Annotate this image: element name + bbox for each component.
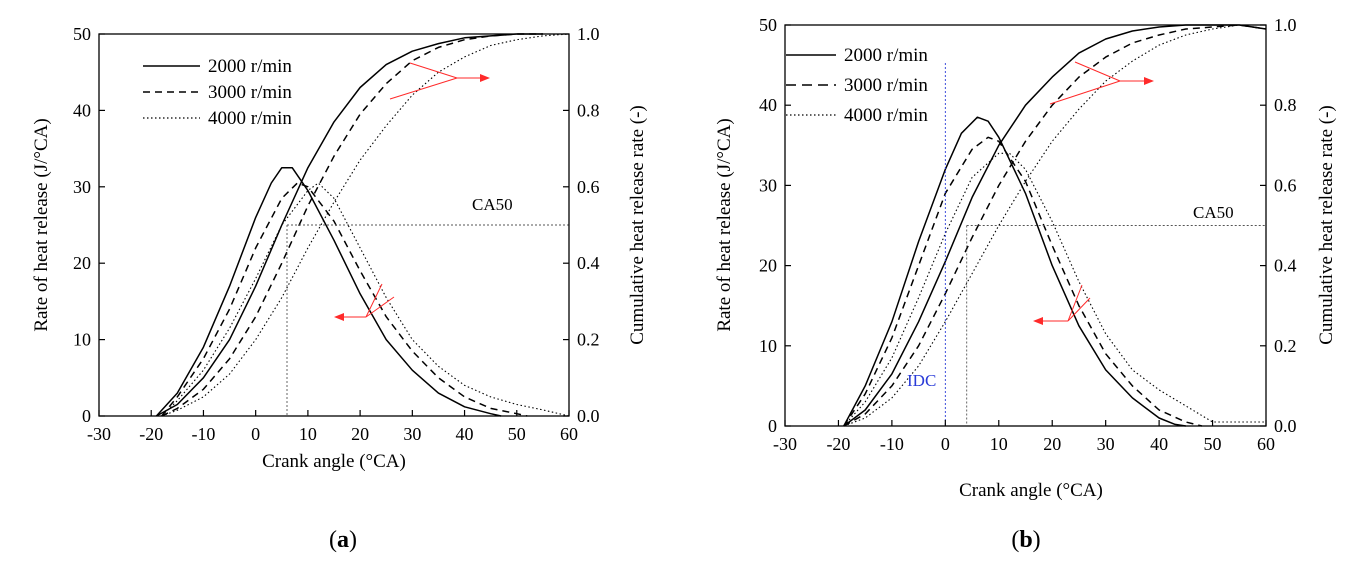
legend-label: 2000 r/min [208, 56, 292, 77]
x-tick-label: 40 [456, 424, 474, 444]
y2-tick-label: 0.4 [577, 253, 600, 273]
x-tick-label: -10 [191, 424, 215, 444]
x-tick-label: 30 [1097, 434, 1115, 454]
legend-label: 4000 r/min [844, 105, 928, 126]
series-rohr-3000-r-min [161, 182, 528, 417]
series-rohr-4000-r-min [843, 152, 1266, 427]
panel-a-legend: 2000 r/min 3000 r/min 4000 r/min [143, 56, 292, 129]
series-rohr-3000-r-min [843, 136, 1203, 427]
arrow-to-right-axis [1049, 61, 1154, 105]
panel-a-ticks-layer: -30 -20 -10 0 10 20 30 40 50 60 0 10 20 30 40 50 0.0 0.2 0… [73, 24, 600, 444]
y-tick-label: 0 [768, 416, 777, 436]
panel-b-y2-axis-title: Cumulative heat release rate (-) [1316, 105, 1337, 345]
arrow-to-right-axis [389, 62, 490, 100]
ca50-label: CA50 [1193, 203, 1234, 222]
x-tick-label: -30 [773, 434, 797, 454]
x-tick-label: -20 [139, 424, 163, 444]
panel-b-guides-layer [944, 63, 1266, 426]
panel-a-guides-layer [286, 224, 569, 416]
legend-label: 2000 r/min [844, 45, 928, 66]
series-cumulative-3000-r-min [161, 33, 543, 417]
panel-a-y-axis-title: Rate of heat release (J/°CA) [31, 118, 52, 331]
y2-tick-label: 0.0 [1274, 416, 1297, 436]
y-tick-label: 0 [82, 406, 91, 426]
x-tick-label: -10 [880, 434, 904, 454]
series-cumulative-2000-r-min [156, 33, 543, 417]
panel-a-label: (a) [329, 527, 357, 553]
y2-tick-label: 0.0 [577, 406, 600, 426]
x-tick-label: 10 [990, 434, 1008, 454]
x-tick-label: 20 [351, 424, 369, 444]
arrow-to-left-axis [1033, 284, 1091, 325]
x-tick-label: 30 [403, 424, 421, 444]
series-rohr-2000-r-min [843, 116, 1186, 427]
series-rohr-2000-r-min [155, 166, 502, 417]
series-cumulative-4000-r-min [161, 33, 570, 417]
panel-b-plot-frame [784, 24, 1267, 427]
y-tick-label: 40 [759, 95, 777, 115]
panel-a: -30 -20 -10 0 10 20 30 40 50 60 0 10 20 30 40 50 0.0 0.2 0… [31, 24, 648, 553]
legend-label: 4000 r/min [208, 108, 292, 129]
x-tick-label: 50 [1204, 434, 1222, 454]
panel-a-series-layer [155, 33, 570, 417]
arrow-to-left-axis [334, 283, 395, 321]
y-tick-label: 20 [759, 256, 777, 276]
y-tick-label: 40 [73, 100, 91, 120]
panel-b-legend: 2000 r/min 3000 r/min 4000 r/min [786, 45, 928, 126]
x-tick-label: 10 [299, 424, 317, 444]
y2-tick-label: 0.6 [577, 177, 600, 197]
panel-b: -30 -20 -10 0 10 20 30 40 50 60 0 10 20 30 40 50 0.0 0.2 0… [714, 15, 1337, 553]
y-tick-label: 20 [73, 253, 91, 273]
y2-tick-label: 0.2 [577, 330, 600, 350]
idc-label: IDC [907, 371, 936, 390]
y2-tick-label: 0.6 [1274, 175, 1297, 195]
series-rohr-4000-r-min [161, 182, 570, 417]
y2-tick-label: 1.0 [577, 24, 600, 44]
y-tick-label: 50 [759, 15, 777, 35]
y2-tick-label: 0.8 [1274, 95, 1297, 115]
y-tick-label: 30 [73, 177, 91, 197]
x-tick-label: 50 [508, 424, 526, 444]
x-tick-label: 60 [560, 424, 578, 444]
panel-a-x-axis-title: Crank angle (°CA) [262, 451, 406, 472]
y2-tick-label: 0.2 [1274, 336, 1297, 356]
y2-tick-label: 0.4 [1274, 256, 1297, 276]
legend-label: 3000 r/min [844, 75, 928, 96]
y-tick-label: 10 [73, 330, 91, 350]
series-cumulative-3000-r-min [843, 24, 1267, 427]
y-tick-label: 10 [759, 336, 777, 356]
x-tick-label: 40 [1150, 434, 1168, 454]
panel-a-y2-axis-title: Cumulative heat release rate (-) [627, 105, 648, 345]
x-tick-label: 20 [1043, 434, 1061, 454]
legend-label: 3000 r/min [208, 82, 292, 103]
y-tick-label: 30 [759, 175, 777, 195]
panel-b-y-axis-title: Rate of heat release (J/°CA) [714, 118, 735, 331]
x-tick-label: -30 [87, 424, 111, 444]
panel-b-label: (b) [1011, 527, 1040, 553]
panel-b-x-axis-title: Crank angle (°CA) [959, 480, 1103, 501]
y2-tick-label: 1.0 [1274, 15, 1297, 35]
y-tick-label: 50 [73, 24, 91, 44]
ca50-label: CA50 [472, 195, 513, 214]
panel-b-ticks-layer: -30 -20 -10 0 10 20 30 40 50 60 0 10 20 30 40 50 0.0 0.2 0… [759, 15, 1297, 454]
panel-a-plot-frame [98, 33, 570, 417]
y2-tick-label: 0.8 [577, 100, 600, 120]
x-tick-label: -20 [826, 434, 850, 454]
x-tick-label: 0 [941, 434, 950, 454]
series-cumulative-4000-r-min [843, 24, 1267, 427]
x-tick-label: 0 [251, 424, 260, 444]
x-tick-label: 60 [1257, 434, 1275, 454]
